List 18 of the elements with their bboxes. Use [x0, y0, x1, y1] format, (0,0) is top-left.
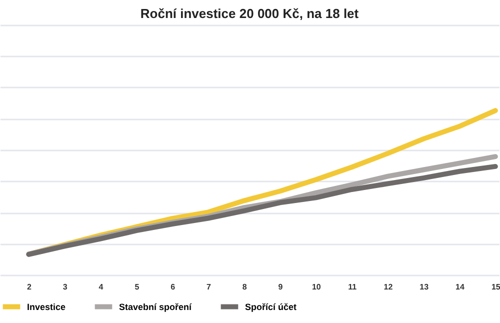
x-tick-label: 15 — [491, 282, 500, 292]
x-tick-label: 11 — [348, 282, 358, 292]
x-tick-label: 10 — [312, 282, 322, 292]
x-tick-label: 4 — [98, 282, 104, 292]
legend-label: Investice — [27, 302, 66, 312]
x-tick-label: 14 — [456, 282, 466, 292]
x-tick-label: 5 — [134, 282, 140, 292]
x-tick-label: 3 — [62, 282, 68, 292]
x-tick-label: 7 — [206, 282, 212, 292]
x-tick-label: 13 — [420, 282, 430, 292]
x-tick-label: 8 — [242, 282, 248, 292]
x-tick-label: 6 — [170, 282, 176, 292]
chart-title: Roční investice 20 000 Kč, na 18 let — [140, 6, 360, 21]
legend-label: Stavební spoření — [119, 302, 192, 312]
x-tick-label: 12 — [384, 282, 394, 292]
x-tick-label: 9 — [278, 282, 284, 292]
legend-label: Spořící účet — [245, 302, 297, 312]
x-tick-label: 2 — [26, 282, 32, 292]
